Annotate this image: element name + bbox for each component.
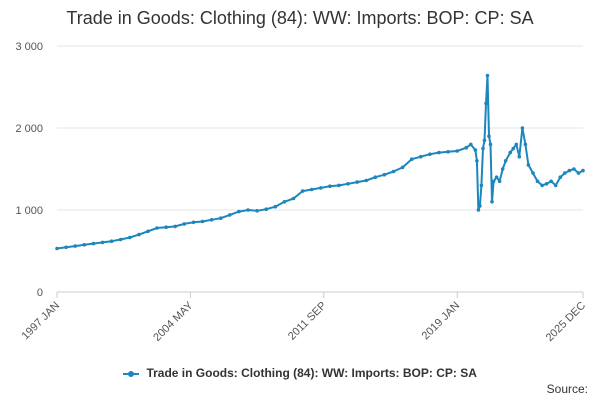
data-point[interactable] (503, 159, 508, 163)
data-point[interactable] (355, 180, 359, 184)
data-point[interactable] (291, 196, 296, 201)
data-point[interactable] (182, 222, 187, 226)
data-point[interactable] (482, 138, 487, 143)
data-point[interactable] (400, 165, 405, 170)
data-point[interactable] (55, 246, 59, 251)
data-point[interactable] (146, 229, 150, 234)
x-tick-label: 2025 DEC (544, 300, 588, 344)
y-tick-label: 3 000 (15, 41, 43, 53)
data-point[interactable] (428, 152, 432, 156)
data-point[interactable] (137, 232, 141, 237)
data-point[interactable] (437, 150, 441, 155)
data-point[interactable] (549, 179, 553, 184)
data-point[interactable] (364, 178, 369, 183)
data-point[interactable] (455, 149, 460, 153)
chart-title: Trade in Goods: Clothing (84): WW: Impor… (66, 8, 534, 28)
data-point[interactable] (576, 171, 581, 175)
data-point[interactable] (419, 154, 423, 159)
data-point[interactable] (508, 150, 512, 155)
data-point[interactable] (191, 220, 196, 225)
y-tick-label: 1 000 (15, 205, 43, 217)
data-point[interactable] (391, 169, 396, 174)
y-tick-label: 0 (37, 287, 43, 299)
data-point[interactable] (514, 142, 519, 147)
data-point[interactable] (479, 183, 484, 188)
data-point[interactable] (246, 208, 250, 212)
data-point[interactable] (481, 146, 485, 151)
legend-swatch (123, 370, 140, 377)
data-point[interactable] (300, 189, 305, 193)
data-point[interactable] (155, 226, 159, 230)
legend[interactable]: Trade in Goods: Clothing (84): WW: Impor… (0, 366, 600, 380)
y-tick-label: 2 000 (15, 123, 43, 135)
data-point[interactable] (91, 241, 96, 246)
data-point[interactable] (485, 73, 490, 78)
data-point[interactable] (218, 216, 223, 220)
data-point[interactable] (563, 171, 567, 175)
data-point[interactable] (273, 204, 278, 209)
data-point[interactable] (500, 167, 505, 171)
data-point[interactable] (520, 126, 525, 130)
data-point[interactable] (553, 183, 558, 188)
data-point[interactable] (523, 142, 528, 147)
data-point[interactable] (491, 179, 496, 184)
data-point[interactable] (517, 154, 522, 159)
x-tick-label: 2004 MAY (151, 299, 196, 344)
data-point[interactable] (544, 182, 549, 186)
data-point[interactable] (535, 179, 540, 184)
data-point[interactable] (100, 240, 105, 245)
data-point[interactable] (567, 168, 572, 173)
data-point[interactable] (237, 209, 241, 214)
data-point[interactable] (255, 209, 259, 213)
data-point[interactable] (473, 148, 478, 152)
legend-label: Trade in Goods: Clothing (84): WW: Impor… (146, 366, 477, 380)
data-point[interactable] (337, 183, 341, 188)
data-point[interactable] (531, 171, 535, 175)
data-point[interactable] (497, 179, 502, 184)
series-line[interactable] (56, 74, 584, 250)
data-point[interactable] (464, 145, 469, 150)
data-point[interactable] (200, 219, 205, 224)
data-point[interactable] (581, 168, 585, 173)
data-point[interactable] (484, 101, 488, 106)
data-point[interactable] (128, 235, 132, 240)
data-point[interactable] (346, 182, 350, 186)
data-point[interactable] (469, 142, 473, 147)
data-point[interactable] (319, 186, 323, 190)
data-point[interactable] (64, 245, 68, 250)
data-point[interactable] (164, 225, 168, 229)
data-point[interactable] (540, 183, 544, 188)
x-tick-label: 1997 JAN (19, 300, 62, 343)
data-point[interactable] (328, 184, 332, 188)
data-point[interactable] (264, 207, 269, 211)
data-point[interactable] (572, 167, 576, 171)
data-point[interactable] (487, 134, 491, 138)
data-point[interactable] (478, 204, 482, 208)
data-point[interactable] (476, 208, 481, 212)
data-point[interactable] (228, 213, 232, 217)
x-tick-label: 2019 JAN (420, 300, 463, 343)
data-point[interactable] (73, 244, 77, 248)
data-point[interactable] (82, 243, 87, 247)
data-point[interactable] (282, 200, 287, 204)
data-point[interactable] (209, 218, 214, 222)
data-point[interactable] (446, 150, 450, 154)
data-point[interactable] (309, 187, 314, 192)
data-point[interactable] (494, 175, 499, 179)
data-point[interactable] (409, 157, 414, 161)
data-point[interactable] (382, 172, 387, 177)
data-point[interactable] (526, 163, 531, 167)
x-tick-label: 2011 SEP (286, 300, 329, 343)
data-point[interactable] (373, 175, 378, 179)
data-point[interactable] (511, 146, 516, 151)
data-point[interactable] (558, 175, 563, 179)
data-point[interactable] (109, 239, 114, 243)
source-label: Source: (546, 382, 588, 396)
data-point[interactable] (488, 142, 493, 147)
data-point[interactable] (118, 237, 123, 242)
data-point[interactable] (490, 200, 494, 204)
data-point[interactable] (475, 159, 479, 163)
data-point[interactable] (173, 224, 177, 229)
